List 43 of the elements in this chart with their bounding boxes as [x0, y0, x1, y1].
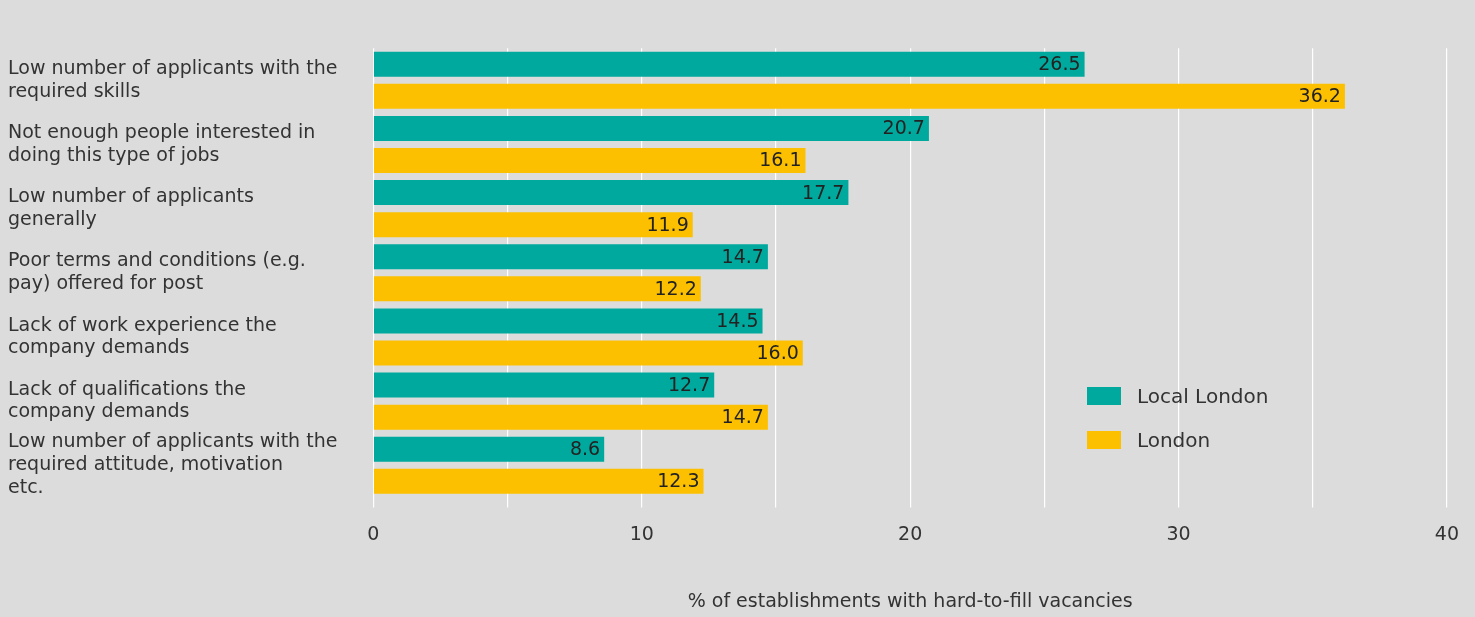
text: 12.7 — [667, 373, 711, 396]
y-tick-label: Poor terms and conditions (e.g. pay) offered for post — [8, 248, 306, 294]
x-tick-label: 30 — [1166, 521, 1191, 544]
text: 8.6 — [569, 437, 601, 460]
legend-label: London — [1136, 428, 1211, 453]
bar — [373, 372, 715, 398]
text: 16.0 — [756, 340, 799, 363]
y-tick-label: Low number of applicants generally — [8, 184, 254, 229]
y-tick-label: Not enough people interested in doing this type of jobs — [8, 119, 316, 165]
text: 14.5 — [716, 308, 759, 331]
bar — [373, 308, 763, 334]
text: 16.1 — [759, 148, 802, 171]
bar — [373, 340, 803, 366]
y-tick-label: Lack of work experience the company demands — [8, 312, 277, 358]
bar — [373, 276, 701, 302]
y-tick-label: Low number of applicants with the required attitude, motivation etc. — [8, 429, 338, 498]
text: 12.2 — [654, 276, 697, 299]
bar — [373, 404, 768, 430]
text: 11.9 — [646, 212, 689, 235]
text: 20.7 — [882, 116, 925, 139]
text: 14.7 — [721, 405, 764, 428]
bar — [373, 83, 1345, 109]
bar — [373, 180, 849, 206]
text: 36.2 — [1298, 84, 1341, 107]
text: 14.7 — [721, 244, 764, 267]
bar — [373, 212, 693, 238]
bar — [373, 468, 704, 494]
bar — [373, 436, 605, 462]
bar — [373, 147, 806, 174]
x-tick-label: 40 — [1434, 521, 1460, 544]
y-tick-label: Lack of qualifications the company demands — [8, 376, 246, 422]
y-tick-label: Low number of applicants with the required skills — [8, 55, 338, 101]
text: 26.5 — [1038, 52, 1081, 75]
text: 17.7 — [802, 180, 845, 203]
bar — [373, 51, 1085, 77]
bar — [373, 244, 768, 270]
x-tick-label: 10 — [629, 521, 654, 544]
text: 12.3 — [657, 469, 700, 492]
x-tick-label: 0 — [367, 521, 380, 544]
x-tick-label: 20 — [898, 521, 923, 544]
x-axis-title: % of establishments with hard-to-fill vacancies — [687, 588, 1133, 611]
legend-label: Local London — [1136, 384, 1269, 409]
bar — [373, 115, 929, 141]
